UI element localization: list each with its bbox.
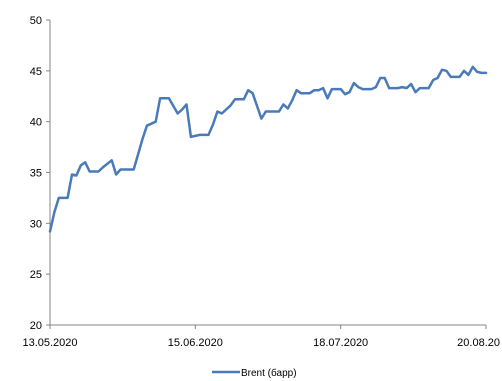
x-tick-label: 15.06.2020 [168, 337, 223, 349]
series-line-brent [48, 65, 488, 233]
y-tick-label: 25 [30, 269, 42, 281]
series-group [48, 65, 488, 233]
legend-label-brent: Brent (барр) [241, 367, 297, 379]
y-tick-label: 30 [30, 218, 42, 230]
y-tick-label: 45 [30, 66, 42, 78]
y-tick-label: 40 [30, 117, 42, 129]
x-tick-label: 18.07.2020 [313, 337, 368, 349]
x-axis-ticks: 13.05.2020 15.06.2020 18.07.2020 20.08.20 [22, 325, 500, 349]
x-tick-label: 20.08.20 [457, 337, 500, 349]
legend: Brent (барр) [212, 367, 297, 379]
y-tick-label: 35 [30, 168, 42, 180]
y-axis-ticks: 20 25 30 35 40 45 50 [30, 15, 50, 332]
y-tick-label: 50 [30, 15, 42, 27]
x-tick-label: 13.05.2020 [22, 337, 77, 349]
y-tick-label: 20 [30, 320, 42, 332]
